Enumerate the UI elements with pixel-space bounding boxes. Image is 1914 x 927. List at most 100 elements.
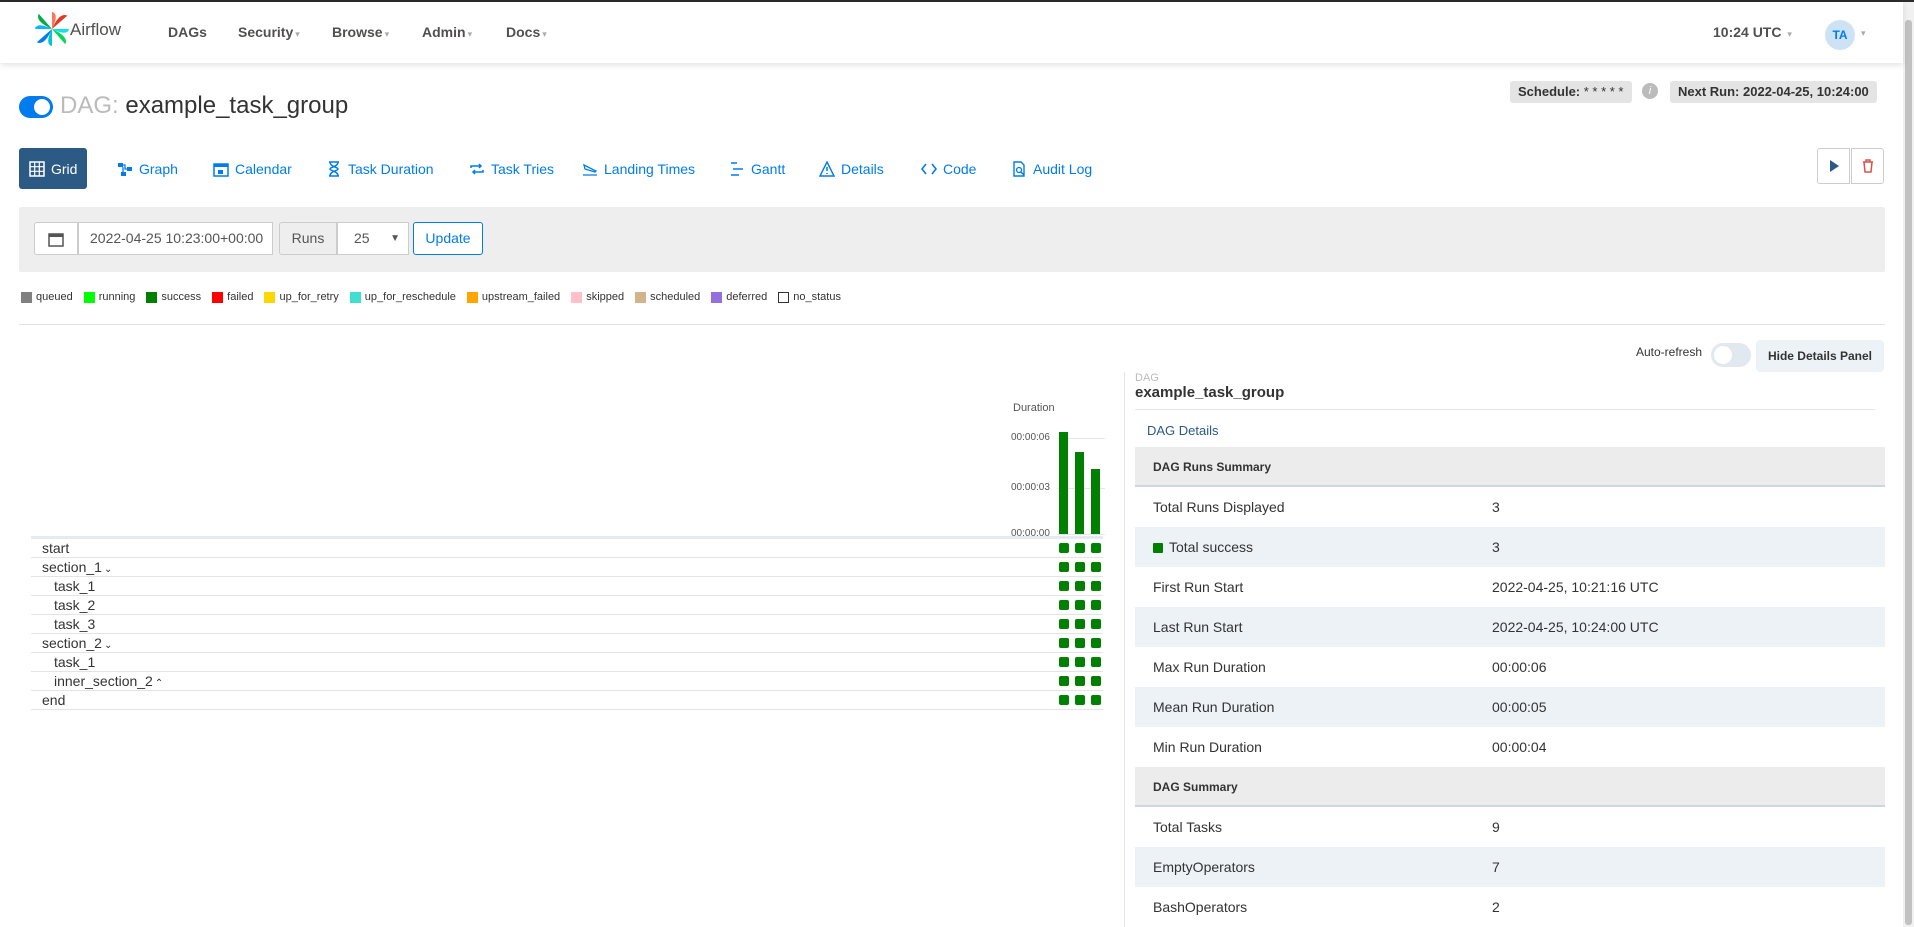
task-row[interactable]: inner_section_2 ⌃ <box>31 672 1103 691</box>
legend-item-up-for-reschedule[interactable]: up_for_reschedule <box>349 291 456 303</box>
task-row[interactable]: task_1 <box>31 577 1103 596</box>
nav-security[interactable]: Security ▾ <box>238 24 300 40</box>
tab-task-tries[interactable]: Task Tries <box>459 148 564 189</box>
legend-item-deferred[interactable]: deferred <box>711 291 767 303</box>
dag-details-link[interactable]: DAG Details <box>1147 423 1219 438</box>
legend-item-no-status[interactable]: no_status <box>778 291 841 303</box>
nav-dags[interactable]: DAGs <box>168 24 207 40</box>
task-instance-success[interactable] <box>1091 638 1101 648</box>
task-row[interactable]: start <box>31 539 1103 558</box>
task-row[interactable]: section_2 ⌄ <box>31 634 1103 653</box>
tab-audit-log[interactable]: Audit Log <box>1001 148 1102 189</box>
legend-item-queued[interactable]: queued <box>21 291 73 303</box>
task-row[interactable]: task_2 <box>31 596 1103 615</box>
tab-details[interactable]: Details <box>809 148 894 189</box>
task-row[interactable]: task_3 <box>31 615 1103 634</box>
nav-browse[interactable]: Browse ▾ <box>332 24 389 40</box>
task-name[interactable]: end <box>42 692 65 708</box>
task-instance-success[interactable] <box>1059 676 1069 686</box>
hide-details-button[interactable]: Hide Details Panel <box>1756 340 1884 372</box>
brand-name[interactable]: Airflow <box>70 20 122 39</box>
task-instance-success[interactable] <box>1059 543 1069 553</box>
tab-gantt[interactable]: Gantt <box>719 148 795 189</box>
legend-item-skipped[interactable]: skipped <box>571 291 624 303</box>
base-date-input[interactable]: 2022-04-25 10:23:00+00:00 <box>78 222 273 255</box>
task-instance-success[interactable] <box>1075 543 1085 553</box>
task-name[interactable]: inner_section_2 ⌃ <box>54 673 163 689</box>
details-key-text: Min Run Duration <box>1153 739 1262 755</box>
task-row[interactable]: task_1 <box>31 653 1103 672</box>
task-row[interactable]: section_1 ⌄ <box>31 558 1103 577</box>
tab-landing-times[interactable]: Landing Times <box>572 148 705 189</box>
task-instance-success[interactable] <box>1091 619 1101 629</box>
user-avatar[interactable]: TA <box>1825 20 1855 50</box>
info-icon[interactable]: i <box>1642 83 1658 99</box>
duration-bar[interactable] <box>1075 452 1084 534</box>
chevron-down-icon[interactable]: ▾ <box>1861 28 1866 38</box>
tab-calendar[interactable]: Calendar <box>203 148 302 189</box>
scrollbar-thumb[interactable] <box>1905 20 1912 925</box>
duration-bar[interactable] <box>1091 469 1100 534</box>
chevron-down-icon[interactable]: ⌄ <box>103 640 113 651</box>
tab-code[interactable]: Code <box>911 148 986 189</box>
auto-refresh-toggle[interactable] <box>1711 343 1751 367</box>
task-instance-success[interactable] <box>1059 600 1069 610</box>
task-name[interactable]: section_2 ⌄ <box>42 635 112 651</box>
task-instance-success[interactable] <box>1091 676 1101 686</box>
duration-bar[interactable] <box>1059 432 1068 534</box>
legend-item-up-for-retry[interactable]: up_for_retry <box>264 291 339 303</box>
task-instance-success[interactable] <box>1091 695 1101 705</box>
task-instance-success[interactable] <box>1059 695 1069 705</box>
tab-graph[interactable]: Graph <box>107 148 188 189</box>
task-instance-success[interactable] <box>1075 562 1085 572</box>
airflow-logo-icon[interactable] <box>33 10 71 48</box>
task-instance-success[interactable] <box>1059 581 1069 591</box>
task-row[interactable]: end <box>31 691 1103 710</box>
details-key-text: Total Tasks <box>1153 819 1222 835</box>
task-name[interactable]: section_1 ⌄ <box>42 559 112 575</box>
task-instance-success[interactable] <box>1091 543 1101 553</box>
task-instance-success[interactable] <box>1075 638 1085 648</box>
task-instance-success[interactable] <box>1091 600 1101 610</box>
task-instance-success[interactable] <box>1075 657 1085 667</box>
runs-select[interactable]: 25 ▼ <box>337 222 409 255</box>
legend-item-failed[interactable]: failed <box>212 291 253 303</box>
task-name[interactable]: start <box>42 540 69 556</box>
task-instance-success[interactable] <box>1091 562 1101 572</box>
tab-task-duration[interactable]: Task Duration <box>316 148 444 189</box>
details-key: DAG Summary <box>1153 780 1238 794</box>
task-instance-success[interactable] <box>1075 619 1085 629</box>
task-instance-success[interactable] <box>1075 581 1085 591</box>
chevron-up-icon[interactable]: ⌃ <box>154 678 164 689</box>
details-row: Total success 3 <box>1135 527 1885 567</box>
trigger-dag-button[interactable] <box>1817 148 1850 184</box>
update-button[interactable]: Update <box>413 222 483 255</box>
nav-docs[interactable]: Docs ▾ <box>506 24 547 40</box>
task-instance-success[interactable] <box>1075 695 1085 705</box>
legend-item-scheduled[interactable]: scheduled <box>635 291 700 303</box>
legend-item-success[interactable]: success <box>146 291 201 303</box>
task-instance-success[interactable] <box>1059 657 1069 667</box>
task-instance-success[interactable] <box>1091 581 1101 591</box>
task-instance-success[interactable] <box>1059 562 1069 572</box>
date-picker-button[interactable] <box>34 222 78 255</box>
tab-grid[interactable]: Grid <box>19 148 88 189</box>
task-name[interactable]: task_3 <box>54 616 95 632</box>
details-value: 00:00:06 <box>1492 659 1547 675</box>
task-instance-success[interactable] <box>1059 619 1069 629</box>
task-instance-success[interactable] <box>1091 657 1101 667</box>
delete-dag-button[interactable] <box>1851 148 1884 184</box>
nav-admin[interactable]: Admin ▾ <box>422 24 472 40</box>
task-instance-success[interactable] <box>1059 638 1069 648</box>
legend-item-upstream-failed[interactable]: upstream_failed <box>466 291 560 303</box>
task-instance-success[interactable] <box>1075 600 1085 610</box>
details-key: EmptyOperators <box>1153 859 1255 875</box>
legend-item-running[interactable]: running <box>83 291 135 303</box>
task-name[interactable]: task_1 <box>54 654 95 670</box>
task-name[interactable]: task_2 <box>54 597 95 613</box>
task-instance-success[interactable] <box>1075 676 1085 686</box>
task-name[interactable]: task_1 <box>54 578 95 594</box>
clock-utc[interactable]: 10:24 UTC ▾ <box>1713 24 1792 40</box>
chevron-down-icon[interactable]: ⌄ <box>103 564 113 575</box>
dag-pause-toggle[interactable] <box>19 96 53 118</box>
